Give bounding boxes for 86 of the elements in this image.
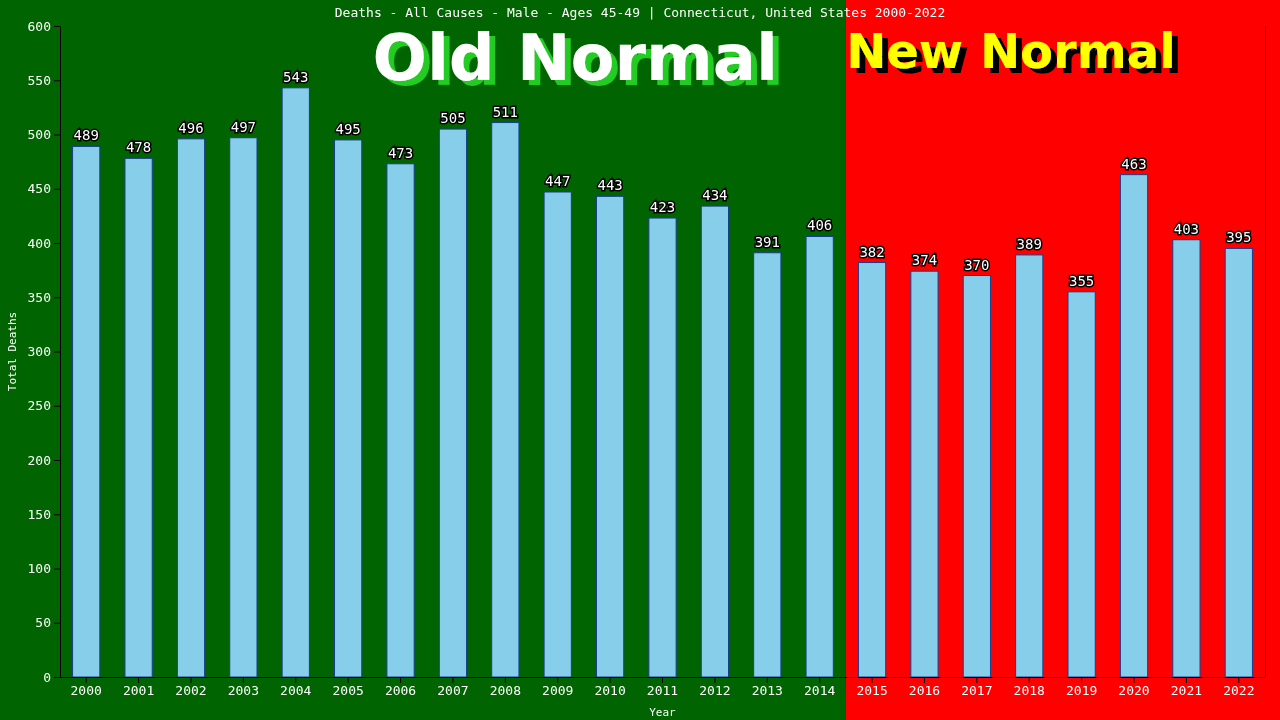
data-label: 473 bbox=[387, 144, 414, 161]
bar bbox=[1015, 254, 1044, 678]
data-label: 505 bbox=[440, 110, 466, 127]
x-tick-label: 2008 bbox=[489, 683, 521, 699]
y-tick-label: 200 bbox=[27, 452, 51, 468]
bar bbox=[438, 128, 468, 678]
y-tick-label: 300 bbox=[27, 344, 51, 360]
y-tick-label: 500 bbox=[27, 127, 51, 143]
y-tick-label: 350 bbox=[27, 289, 51, 305]
bar bbox=[491, 122, 520, 678]
data-label: 403 bbox=[1173, 220, 1200, 237]
data-label: 389 bbox=[1016, 235, 1042, 252]
bar bbox=[229, 137, 258, 678]
bar bbox=[176, 138, 206, 678]
x-tick-label: 2002 bbox=[175, 683, 207, 699]
y-tick-label: 450 bbox=[27, 181, 51, 197]
bar bbox=[281, 87, 310, 678]
y-tick-label: 550 bbox=[27, 72, 51, 88]
bar bbox=[595, 195, 625, 678]
x-tick-label: 2012 bbox=[699, 683, 731, 699]
data-label: 391 bbox=[754, 233, 780, 250]
x-tick-label: 2021 bbox=[1170, 683, 1203, 699]
bar bbox=[124, 157, 153, 678]
data-label: 423 bbox=[649, 199, 676, 216]
data-label: 463 bbox=[1121, 155, 1147, 172]
x-tick-label: 2019 bbox=[1065, 683, 1098, 699]
data-label: 370 bbox=[964, 256, 990, 273]
x-tick-label: 2003 bbox=[227, 683, 260, 699]
data-label: 495 bbox=[335, 120, 361, 137]
y-tick-label: 100 bbox=[27, 561, 51, 577]
x-tick-label: 2000 bbox=[70, 683, 102, 699]
data-label: 374 bbox=[911, 252, 938, 269]
data-label: 406 bbox=[807, 217, 833, 234]
data-label: 355 bbox=[1068, 272, 1095, 289]
data-label: 543 bbox=[283, 68, 309, 85]
bar bbox=[805, 235, 834, 678]
x-tick-label: 2016 bbox=[908, 683, 941, 699]
x-tick-label: 2013 bbox=[751, 683, 783, 699]
x-tick-label: 2004 bbox=[280, 683, 312, 699]
data-label: 434 bbox=[702, 187, 728, 204]
data-label: 447 bbox=[545, 173, 571, 190]
data-label: 511 bbox=[492, 103, 518, 120]
data-label: 443 bbox=[597, 177, 623, 194]
x-tick-label: 2009 bbox=[542, 683, 574, 699]
x-tick-label: 2005 bbox=[332, 683, 364, 699]
x-tick-label: 2006 bbox=[384, 683, 417, 699]
y-tick-label: 50 bbox=[35, 615, 51, 631]
bar bbox=[334, 139, 363, 678]
bar bbox=[910, 270, 939, 678]
bar bbox=[857, 262, 887, 678]
bar bbox=[700, 205, 730, 678]
bar bbox=[543, 191, 572, 678]
bar bbox=[753, 252, 782, 678]
x-tick-label: 2020 bbox=[1118, 683, 1150, 699]
bar bbox=[1224, 247, 1253, 678]
band-label: Old Normal bbox=[372, 21, 778, 95]
y-tick-label: 0 bbox=[43, 669, 51, 685]
y-tick-label: 400 bbox=[27, 235, 51, 251]
y-tick-label: 600 bbox=[27, 18, 51, 34]
bar bbox=[72, 145, 101, 678]
bar bbox=[1172, 239, 1201, 678]
x-tick-label: 2015 bbox=[856, 683, 888, 699]
band-label: New Normal bbox=[846, 23, 1176, 79]
x-axis-title: Year bbox=[649, 706, 677, 719]
bar bbox=[386, 163, 415, 678]
data-label: 382 bbox=[859, 243, 885, 260]
data-label: 496 bbox=[178, 119, 204, 136]
data-label: 478 bbox=[125, 139, 152, 156]
x-tick-label: 2017 bbox=[961, 683, 993, 699]
x-tick-label: 2022 bbox=[1223, 683, 1255, 699]
bar bbox=[962, 275, 991, 678]
x-tick-label: 2011 bbox=[646, 683, 679, 699]
y-axis-title: Total Deaths bbox=[6, 311, 19, 392]
bar bbox=[648, 217, 677, 678]
y-tick-label: 250 bbox=[27, 398, 51, 414]
data-label: 489 bbox=[73, 127, 99, 144]
x-tick-label: 2001 bbox=[122, 683, 155, 699]
x-tick-label: 2010 bbox=[594, 683, 626, 699]
data-label: 497 bbox=[230, 118, 257, 135]
bar bbox=[1119, 174, 1149, 678]
x-tick-label: 2018 bbox=[1013, 683, 1045, 699]
data-label: 395 bbox=[1226, 229, 1252, 246]
bar bbox=[1067, 291, 1096, 678]
x-tick-label: 2007 bbox=[437, 683, 469, 699]
y-tick-label: 150 bbox=[27, 506, 51, 522]
x-tick-label: 2014 bbox=[804, 683, 836, 699]
